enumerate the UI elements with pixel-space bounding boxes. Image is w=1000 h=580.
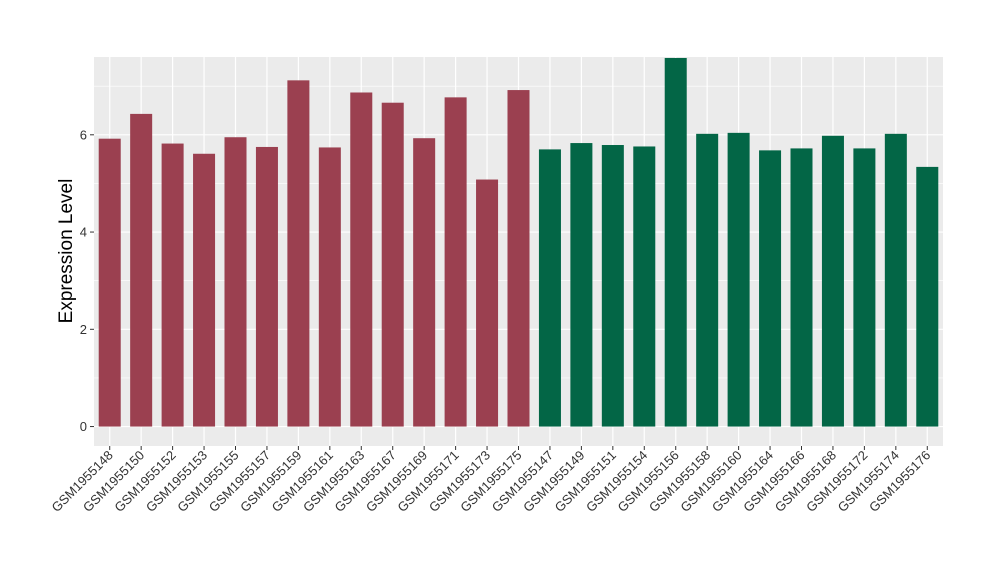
y-tick-label: 4: [80, 225, 87, 240]
bar: [601, 145, 624, 427]
bar: [884, 133, 907, 427]
bars: [98, 57, 939, 427]
bar: [287, 80, 310, 427]
bar: [350, 92, 373, 427]
bar: [444, 97, 467, 427]
bar: [853, 148, 876, 427]
bar: [318, 147, 341, 427]
y-axis: 0 2 4 6: [80, 127, 94, 434]
y-tick-label: 0: [80, 419, 87, 434]
bar: [224, 137, 247, 427]
bar: [696, 133, 719, 427]
bar: [193, 153, 216, 427]
bar: [633, 146, 656, 427]
bar: [821, 135, 844, 427]
bar: [161, 143, 184, 427]
bar: [476, 179, 499, 427]
bar: [727, 132, 750, 427]
bar: [759, 150, 782, 427]
bar: [790, 148, 813, 427]
bar: [538, 149, 561, 427]
bar: [413, 138, 436, 427]
bar: [381, 102, 404, 427]
y-tick-label: 6: [80, 127, 87, 142]
y-axis-title: Expression Level: [56, 179, 77, 324]
bar: [507, 90, 530, 427]
y-tick-label: 2: [80, 322, 87, 337]
bar: [130, 113, 153, 427]
x-axis: GSM1955148GSM1955150GSM1955152GSM1955153…: [49, 446, 933, 515]
bar: [570, 143, 593, 427]
bar: [255, 146, 278, 427]
bar: [916, 166, 939, 427]
bar: [98, 138, 121, 427]
bar: [664, 57, 687, 427]
